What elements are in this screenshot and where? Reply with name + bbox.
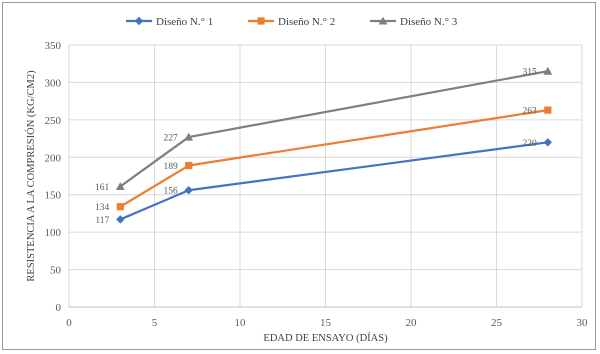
y-tick-label: 250: [45, 115, 62, 127]
x-tick-label: 30: [577, 317, 589, 329]
y-tick-label: 350: [45, 40, 62, 52]
data-point-series-1: [185, 186, 193, 194]
data-point-series-1: [116, 215, 124, 223]
x-tick-label: 0: [66, 317, 72, 329]
x-axis-title: EDAD DE ENSAYO (DÍAS): [263, 332, 388, 344]
data-label: 315: [523, 68, 538, 78]
data-label: 134: [95, 203, 110, 213]
data-label: 263: [523, 107, 538, 117]
data-label: 161: [95, 183, 110, 193]
y-tick-label: 200: [45, 152, 62, 164]
y-tick-label: 100: [45, 227, 62, 239]
x-tick-label: 15: [320, 317, 332, 329]
data-point-series-1: [544, 138, 552, 146]
legend-label-1: Diseño N.° 1: [156, 16, 213, 28]
data-point-series-2: [544, 107, 551, 114]
axes: 0 50 100 150 200 250 300 350 0 5 10 15 20 25 30: [45, 40, 589, 329]
data-label: 117: [95, 216, 109, 226]
data-label: 156: [163, 187, 178, 197]
y-axis-title: RESISTENCIA A LA COMPRESIÓN (KG/CM2): [25, 70, 37, 282]
data-point-series-2: [185, 162, 192, 169]
legend-marker-2: [257, 17, 264, 24]
y-tick-label: 300: [45, 77, 62, 89]
data-point-series-2: [117, 203, 124, 210]
series-group: [116, 67, 552, 224]
x-tick-label: 20: [406, 317, 418, 329]
gridlines: [69, 45, 582, 307]
legend-marker-1: [135, 17, 143, 25]
x-tick-label: 10: [235, 317, 247, 329]
y-tick-label: 50: [50, 265, 62, 277]
legend-label-2: Diseño N.° 2: [278, 16, 335, 28]
data-label: 189: [163, 162, 178, 172]
y-tick-label: 0: [56, 302, 62, 314]
data-label: 227: [163, 134, 178, 144]
legend-label-3: Diseño N.° 3: [400, 16, 458, 28]
legend: Diseño N.° 1 Diseño N.° 2 Diseño N.° 3: [126, 16, 458, 28]
data-label: 220: [523, 139, 538, 149]
x-tick-label: 5: [152, 317, 158, 329]
x-tick-label: 25: [491, 317, 503, 329]
y-tick-label: 150: [45, 190, 62, 202]
series-line-1: [120, 142, 548, 219]
